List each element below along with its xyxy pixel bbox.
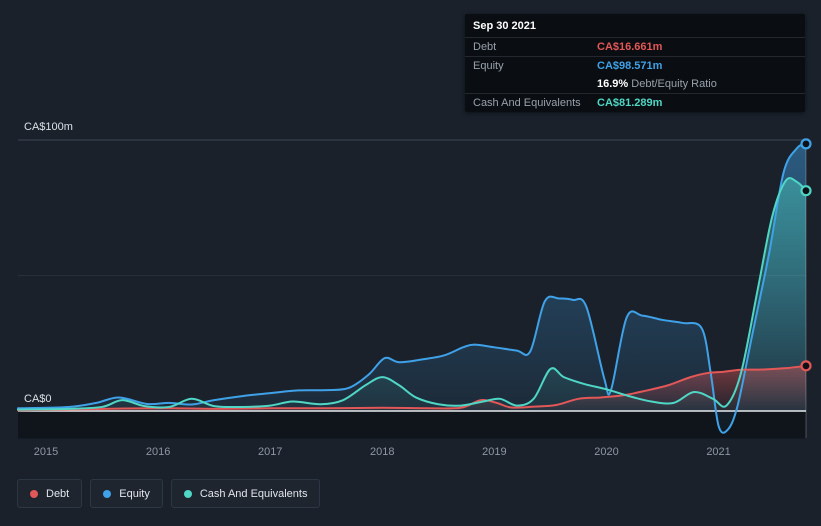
tooltip-value-equity: CA$98.571m [597, 60, 663, 72]
tooltip: Sep 30 2021 Debt CA$16.661m Equity CA$98… [465, 14, 805, 112]
tooltip-label-equity: Equity [473, 60, 504, 72]
x-axis-label: 2017 [257, 446, 283, 458]
legend-item-debt[interactable]: Debt [17, 479, 83, 508]
tooltip-row-debt: Debt CA$16.661m [465, 38, 805, 57]
x-axis-label: 2018 [370, 446, 395, 458]
legend-label-cash: Cash And Equivalents [199, 487, 308, 500]
legend-label-debt: Debt [46, 487, 70, 500]
x-axis-label: 2016 [145, 446, 171, 458]
tooltip-value-debt: CA$16.661m [597, 41, 663, 53]
tooltip-value-cash: CA$81.289m [597, 97, 663, 109]
legend-item-cash[interactable]: Cash And Equivalents [170, 479, 321, 508]
x-axis-label: 2015 [33, 446, 59, 458]
x-axis-label: 2021 [706, 446, 731, 458]
x-axis-label: 2020 [594, 446, 619, 458]
x-axis-label: 2019 [482, 446, 507, 458]
legend: Debt Equity Cash And Equivalents [17, 479, 321, 508]
tooltip-date: Sep 30 2021 [465, 14, 805, 38]
tooltip-row-cash: Cash And Equivalents CA$81.289m [465, 94, 805, 112]
tooltip-label-debt: Debt [473, 41, 497, 53]
tooltip-row-equity: Equity CA$98.571m [465, 57, 805, 75]
legend-label-equity: Equity [119, 487, 150, 500]
legend-item-equity[interactable]: Equity [90, 479, 163, 508]
tooltip-row-ratio: 16.9% Debt/Equity Ratio [465, 75, 805, 94]
cash-dot-icon [183, 489, 192, 498]
x-axis: 2015 2016 2017 2018 2019 2020 2021 [0, 446, 821, 462]
y-axis-label-zero: CA$0 [24, 393, 52, 405]
y-axis-label-100m: CA$100m [24, 121, 73, 133]
tooltip-label-cash: Cash And Equivalents [473, 97, 581, 109]
tooltip-value-ratio: 16.9% Debt/Equity Ratio [597, 78, 717, 90]
equity-dot-icon [103, 489, 112, 498]
debt-dot-icon [30, 489, 38, 498]
history-chart[interactable] [0, 0, 821, 470]
